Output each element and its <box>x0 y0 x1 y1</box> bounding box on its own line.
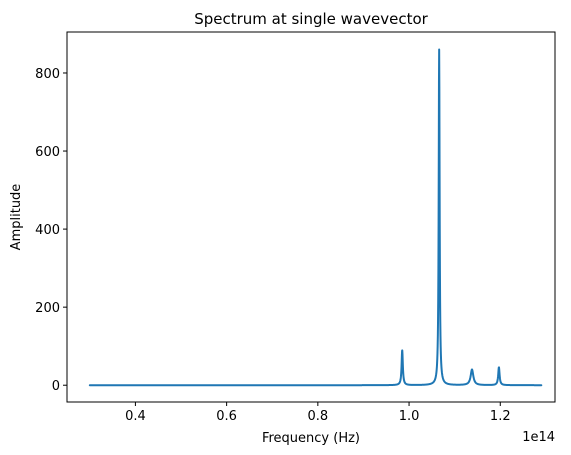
x-tick-label: 1.0 <box>399 409 420 424</box>
x-tick-label: 0.4 <box>125 409 146 424</box>
chart-title: Spectrum at single wavevector <box>194 10 428 28</box>
x-axis-offset-text: 1e14 <box>522 430 555 445</box>
y-tick-label: 0 <box>52 379 60 394</box>
plot-frame <box>66 31 556 403</box>
x-axis-ticks: 0.4 0.6 0.8 1.0 1.2 <box>125 402 511 424</box>
y-tick-label: 600 <box>35 145 60 160</box>
x-tick-label: 1.2 <box>490 409 511 424</box>
series-line <box>88 48 543 387</box>
y-tick-label: 800 <box>35 67 60 82</box>
x-axis-label: Frequency (Hz) <box>262 431 360 446</box>
plot-area <box>67 32 555 402</box>
x-tick-label: 0.8 <box>307 409 328 424</box>
y-axis-label: Amplitude <box>9 184 24 251</box>
x-tick-label: 0.6 <box>216 409 237 424</box>
y-axis-ticks: 0 200 400 600 800 <box>35 67 67 394</box>
y-tick-label: 200 <box>35 301 60 316</box>
y-tick-label: 400 <box>35 223 60 238</box>
